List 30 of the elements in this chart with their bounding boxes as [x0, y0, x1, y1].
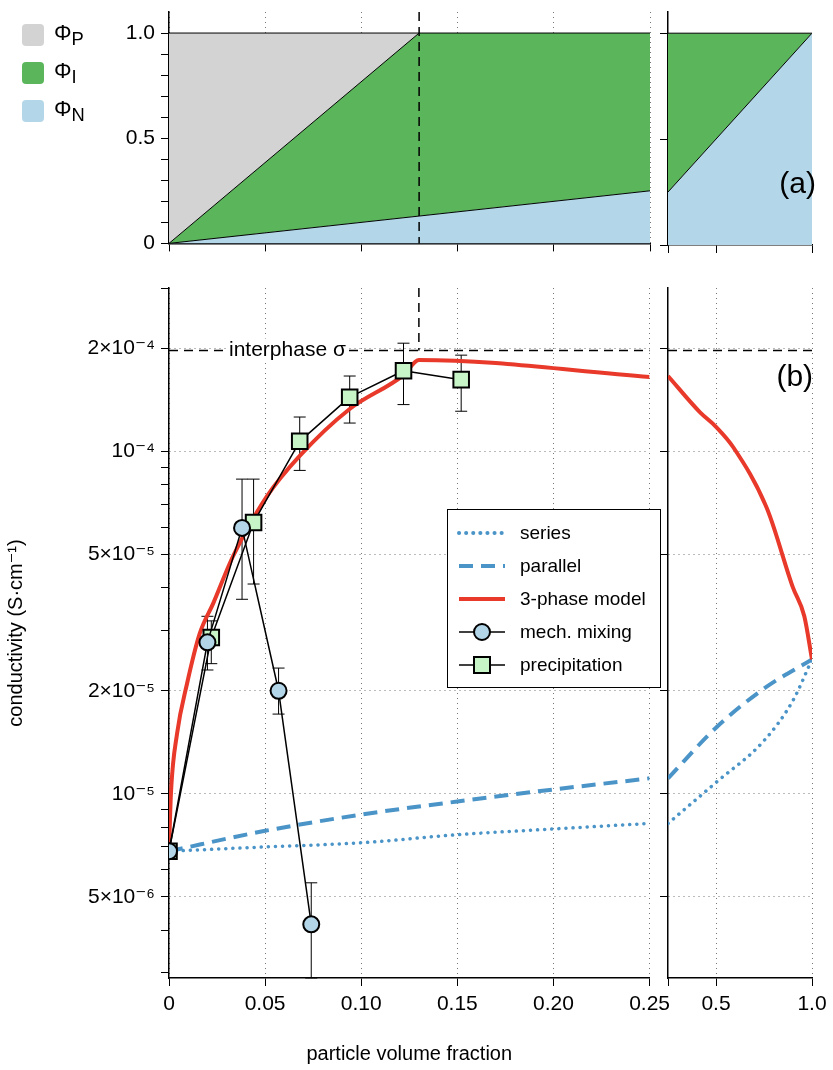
x-tick-label: 0.25: [629, 991, 670, 1015]
y-tick-label: 1.0: [125, 19, 155, 43]
legend-label: Φ$_{P}$: [54, 19, 84, 51]
legend-label: precipitation: [520, 653, 623, 676]
y-tick-label: 0: [143, 230, 155, 254]
y-tick-label: 2×10⁻⁴: [87, 335, 155, 359]
annotation: (a): [779, 165, 816, 199]
legend-label: series: [520, 521, 571, 544]
y-tick-label: 5×10⁻⁶: [87, 883, 155, 907]
legend-label: parallel: [520, 554, 582, 577]
legend-label: Φ$_{N}$: [54, 95, 85, 127]
y-axis-title: conductivity (S·cm⁻¹): [3, 539, 26, 727]
y-tick-label: 10⁻⁵: [111, 780, 155, 804]
legend-label: 3-phase model: [520, 587, 646, 610]
legend-label: Φ$_{I}$: [54, 57, 77, 89]
x-tick-label: 0.10: [340, 991, 382, 1015]
y-tick-label: 5×10⁻⁵: [87, 541, 155, 565]
x-axis-title: particle volume fraction: [306, 1041, 513, 1064]
annotation: (b): [776, 358, 814, 392]
ref-line-label: interphase σ: [229, 337, 346, 361]
y-tick-label: 2×10⁻⁵: [87, 677, 155, 701]
x-tick-label: 0.15: [436, 991, 478, 1015]
x-tick-label: 1.0: [797, 991, 827, 1015]
y-tick-label: 0.5: [125, 125, 155, 149]
x-tick-label: 0.05: [244, 991, 286, 1015]
x-tick-label: 0.20: [533, 991, 574, 1015]
y-tick-label: 10⁻⁴: [111, 438, 155, 462]
x-tick-label: 0.5: [701, 991, 731, 1015]
x-tick-label: 0: [163, 991, 175, 1015]
legend-label: mech. mixing: [520, 620, 632, 643]
